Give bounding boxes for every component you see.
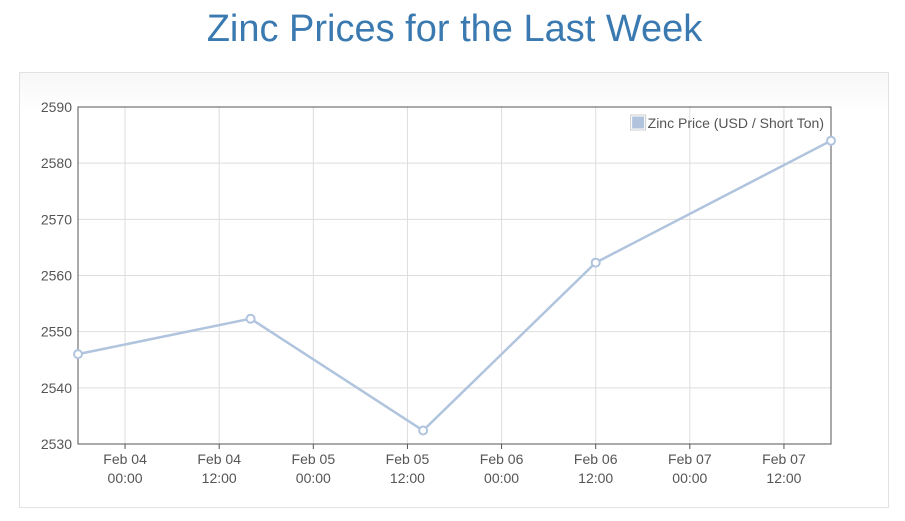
- x-axis-ticks: Feb 04 00:00 Feb 04 12:00 Feb 05 00:00 Feb 05 1…: [103, 444, 806, 486]
- x-tick-label-date: Feb 07: [762, 451, 806, 467]
- series-layer: [73, 135, 836, 436]
- x-tick-label-date: Feb 05: [386, 451, 430, 467]
- x-tick-label-time: 00:00: [672, 470, 707, 486]
- y-tick-label: 2580: [41, 155, 72, 171]
- x-tick-label-date: Feb 06: [574, 451, 618, 467]
- y-tick-label: 2550: [41, 324, 72, 340]
- legend-swatch-border: [630, 114, 647, 131]
- y-axis-ticks: 2590 2580 2570 2560 2550 2540 2530: [41, 99, 72, 452]
- legend-label: Zinc Price (USD / Short Ton): [648, 115, 824, 131]
- y-tick-label: 2560: [41, 268, 72, 284]
- x-tick-label-time: 12:00: [202, 470, 237, 486]
- y-tick-label: 2590: [41, 99, 72, 115]
- y-tick-label: 2540: [41, 380, 72, 396]
- x-tick-label-time: 12:00: [390, 470, 425, 486]
- legend[interactable]: Zinc Price (USD / Short Ton): [630, 114, 824, 131]
- data-point[interactable]: [245, 313, 256, 324]
- grid-lines: [78, 106, 831, 445]
- x-tick-label-time: 12:00: [578, 470, 613, 486]
- x-tick-label-date: Feb 05: [292, 451, 336, 467]
- data-point[interactable]: [73, 349, 83, 360]
- data-point[interactable]: [826, 135, 836, 146]
- x-tick-label-time: 00:00: [484, 470, 519, 486]
- plot-area: [77, 106, 832, 445]
- x-tick-label-date: Feb 04: [197, 451, 241, 467]
- chart-title: Zinc Prices for the Last Week: [206, 8, 703, 50]
- x-tick-label-time: 00:00: [108, 470, 143, 486]
- x-tick-label-time: 12:00: [766, 470, 801, 486]
- chart-card: [19, 72, 889, 508]
- x-tick-label-date: Feb 04: [103, 451, 147, 467]
- y-tick-label: 2530: [41, 436, 72, 452]
- x-tick-label-date: Feb 06: [480, 451, 524, 467]
- legend-swatch: [631, 115, 646, 130]
- x-tick-label-date: Feb 07: [668, 451, 712, 467]
- series-line: [77, 139, 832, 433]
- data-point[interactable]: [418, 425, 429, 436]
- data-point[interactable]: [590, 257, 601, 268]
- x-tick-label-time: 00:00: [296, 470, 331, 486]
- y-tick-label: 2570: [41, 211, 72, 227]
